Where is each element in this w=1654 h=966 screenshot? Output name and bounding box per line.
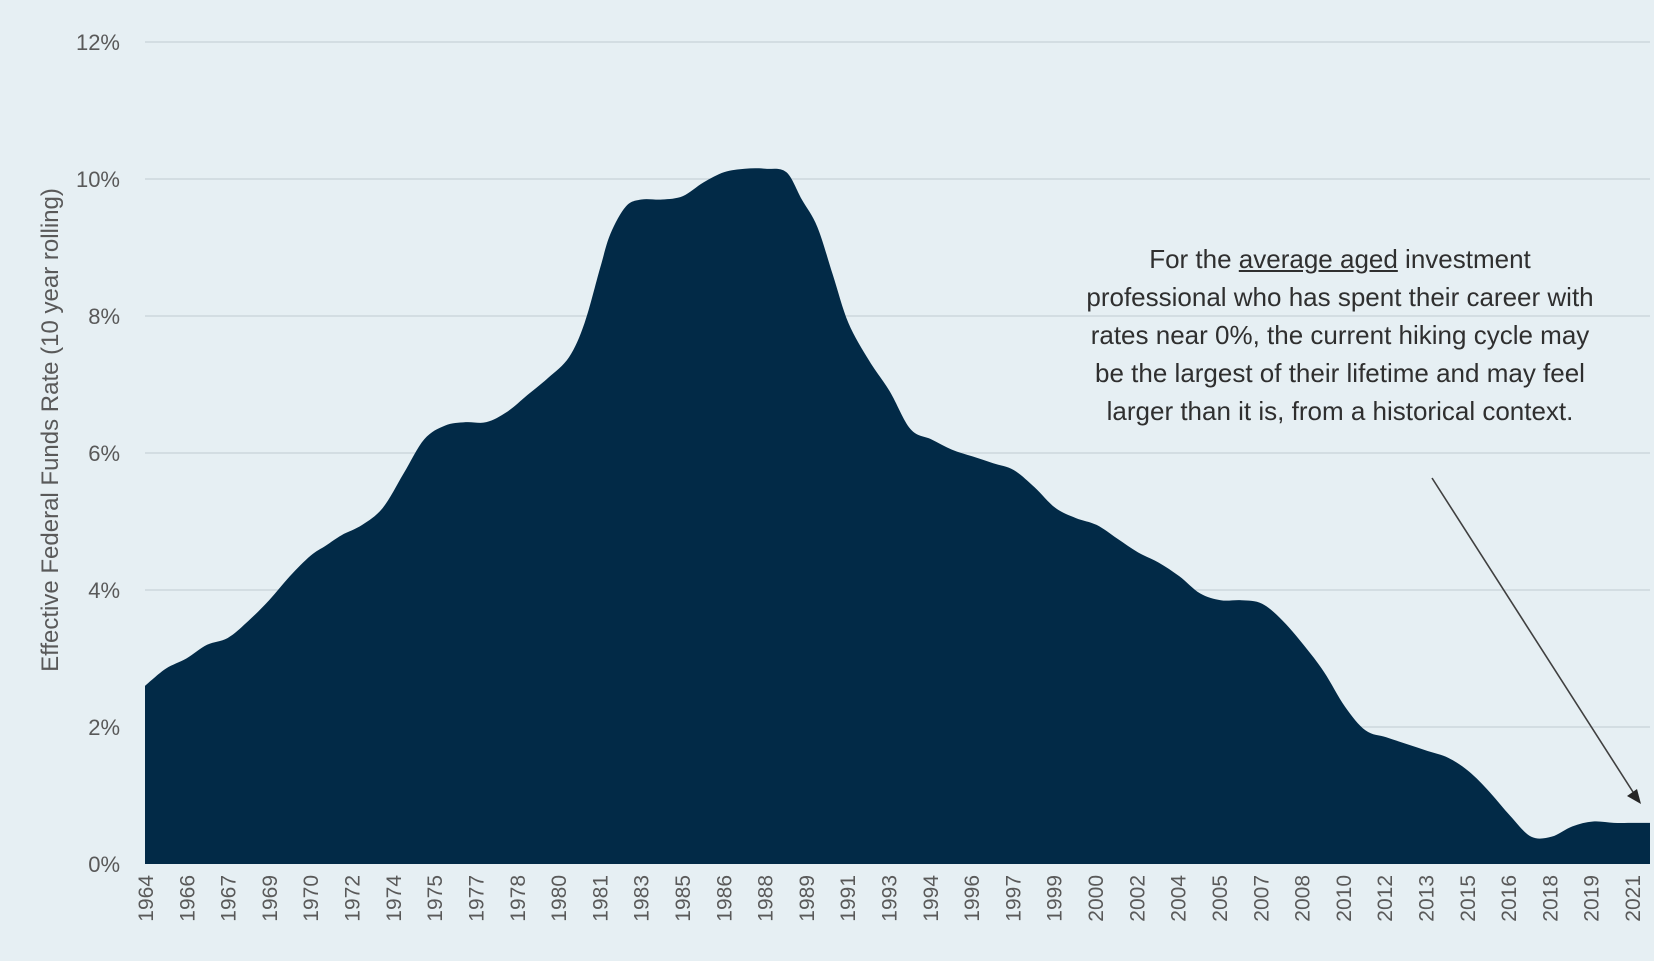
annotation-part1: For the xyxy=(1149,244,1239,274)
x-tick-label: 1997 xyxy=(1002,875,1025,922)
x-tick-label: 2004 xyxy=(1168,875,1191,922)
x-tick-label: 1985 xyxy=(672,875,695,922)
y-tick-label: 2% xyxy=(88,715,120,740)
x-tick-label: 2000 xyxy=(1085,875,1108,922)
x-tick-label: 1986 xyxy=(713,875,736,922)
x-tick-label: 2002 xyxy=(1126,875,1149,922)
x-tick-label: 1991 xyxy=(837,875,860,922)
x-tick-label: 2008 xyxy=(1292,875,1315,922)
x-tick-label: 2021 xyxy=(1622,875,1645,922)
y-tick-label: 6% xyxy=(88,441,120,466)
annotation-arrow xyxy=(1431,477,1641,804)
x-tick-label: 1975 xyxy=(424,875,447,922)
x-tick-label: 1966 xyxy=(176,875,199,922)
y-tick-label: 8% xyxy=(88,304,120,329)
x-tick-label: 1969 xyxy=(259,875,282,922)
x-tick-label: 1970 xyxy=(300,875,323,922)
x-tick-label: 2015 xyxy=(1457,875,1480,922)
x-tick-label: 1993 xyxy=(879,875,902,922)
x-tick-label: 1981 xyxy=(589,875,612,922)
x-tick-label: 1974 xyxy=(383,875,406,922)
annotation-text: For the average aged investment professi… xyxy=(1080,240,1600,430)
x-tick-label: 1996 xyxy=(961,875,984,922)
x-tick-label: 1978 xyxy=(507,875,530,922)
x-tick-label: 1972 xyxy=(342,875,365,922)
y-axis-ticks: 0% 2% 4% 6% 8% 10% 12% xyxy=(76,30,120,877)
y-tick-label: 0% xyxy=(88,852,120,877)
x-tick-label: 1988 xyxy=(755,875,778,922)
y-tick-label: 4% xyxy=(88,578,120,603)
x-tick-label: 1977 xyxy=(465,875,488,922)
x-tick-label: 2012 xyxy=(1374,875,1397,922)
x-tick-label: 2005 xyxy=(1209,875,1232,922)
x-tick-label: 2018 xyxy=(1539,875,1562,922)
x-tick-label: 1994 xyxy=(920,875,943,922)
x-tick-label: 1964 xyxy=(135,875,158,922)
x-tick-label: 1999 xyxy=(1044,875,1067,922)
x-tick-label: 1989 xyxy=(796,875,819,922)
x-tick-label: 2019 xyxy=(1581,875,1604,922)
y-axis-label: Effective Federal Funds Rate (10 year ro… xyxy=(37,188,64,672)
annotation-underlined: average aged xyxy=(1238,244,1398,274)
annotation-part2: investment professional who has spent th… xyxy=(1086,244,1594,426)
y-tick-label: 10% xyxy=(76,167,120,192)
x-tick-label: 2013 xyxy=(1415,875,1438,922)
y-tick-label: 12% xyxy=(76,30,120,55)
x-tick-label: 2016 xyxy=(1498,875,1521,922)
x-tick-label: 2007 xyxy=(1250,875,1273,922)
x-axis-ticks: 1964 1966 1967 1969 1970 1972 1974 1975 1977 1978… xyxy=(135,875,1645,922)
x-tick-label: 1983 xyxy=(631,875,654,922)
x-tick-label: 2010 xyxy=(1333,875,1356,922)
x-tick-label: 1980 xyxy=(548,875,571,922)
rate-area xyxy=(145,168,1650,864)
x-tick-label: 1967 xyxy=(218,875,241,922)
